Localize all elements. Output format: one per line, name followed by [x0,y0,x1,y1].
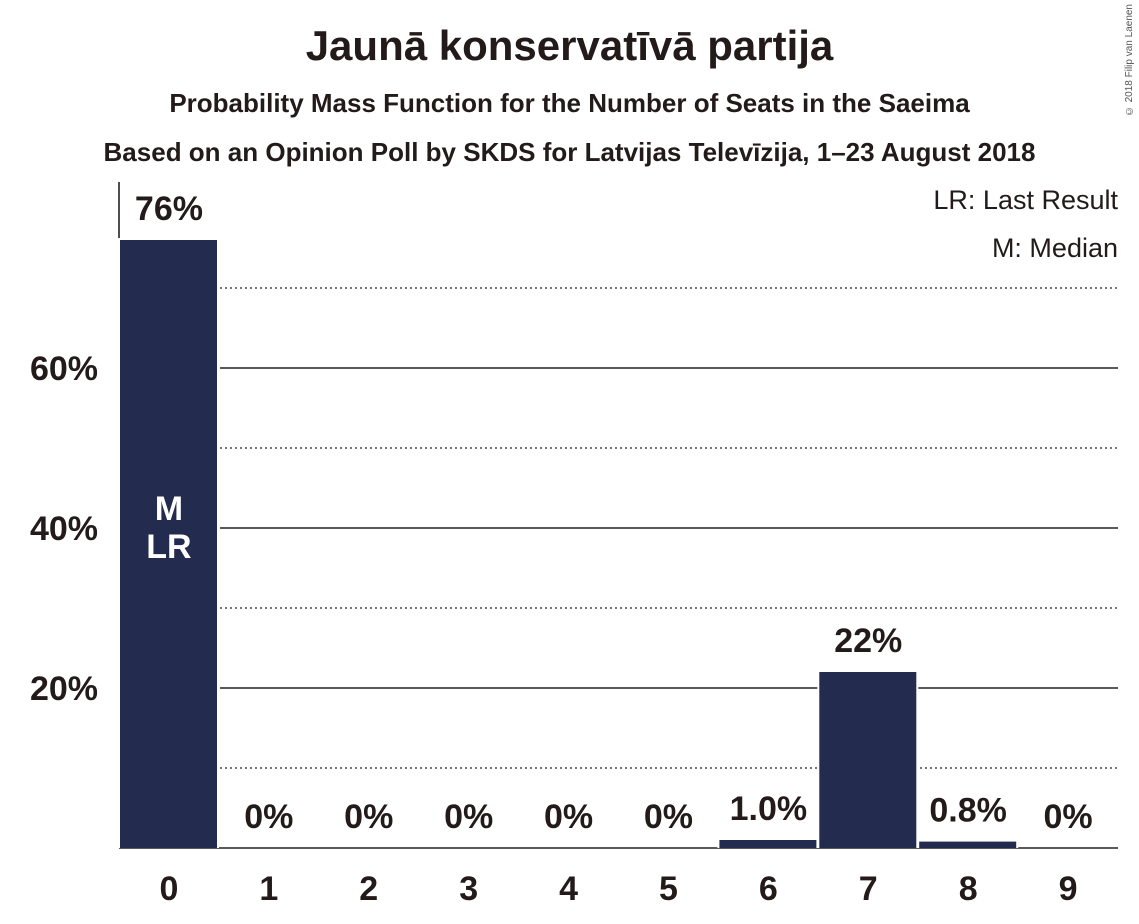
x-tick-label: 9 [1059,870,1078,908]
chart-title: Jaunā konservatīvā partija [305,22,834,69]
x-tick-label: 5 [659,870,678,908]
data-label: 76% [135,190,203,228]
data-label: 0% [644,798,693,836]
y-tick-label: 60% [30,350,98,388]
labels: 20%40%60%76%00%10%20%30%40%51.0%622%70.8… [30,190,1093,908]
y-tick-label: 20% [30,670,98,708]
chart-source: Based on an Opinion Poll by SKDS for Lat… [103,137,1036,167]
data-label: 1.0% [730,790,808,828]
bar-marker-label: M [155,490,183,528]
legend-median: M: Median [992,233,1118,263]
legend-last-result: LR: Last Result [933,185,1118,215]
bar [919,841,1017,848]
x-tick-label: 1 [259,870,278,908]
x-tick-label: 6 [759,870,778,908]
data-label: 22% [834,622,902,660]
data-label: 0% [344,798,393,836]
data-label: 0% [544,798,593,836]
bar [819,672,917,848]
bars [118,238,1019,848]
x-tick-label: 7 [859,870,878,908]
data-label: 0% [244,798,293,836]
data-label: 0.8% [929,792,1007,830]
bar [120,240,217,848]
data-label: 0% [1043,798,1092,836]
chart-subtitle: Probability Mass Function for the Number… [169,88,970,118]
bar [719,840,817,848]
bar-marker-label: LR [146,528,191,566]
y-tick-label: 40% [30,510,98,548]
data-label: 0% [444,798,493,836]
gridlines [118,182,1118,849]
x-tick-label: 8 [959,870,978,908]
x-tick-label: 3 [459,870,478,908]
x-tick-label: 2 [359,870,378,908]
x-tick-label: 4 [559,870,578,908]
x-tick-label: 0 [159,870,178,908]
